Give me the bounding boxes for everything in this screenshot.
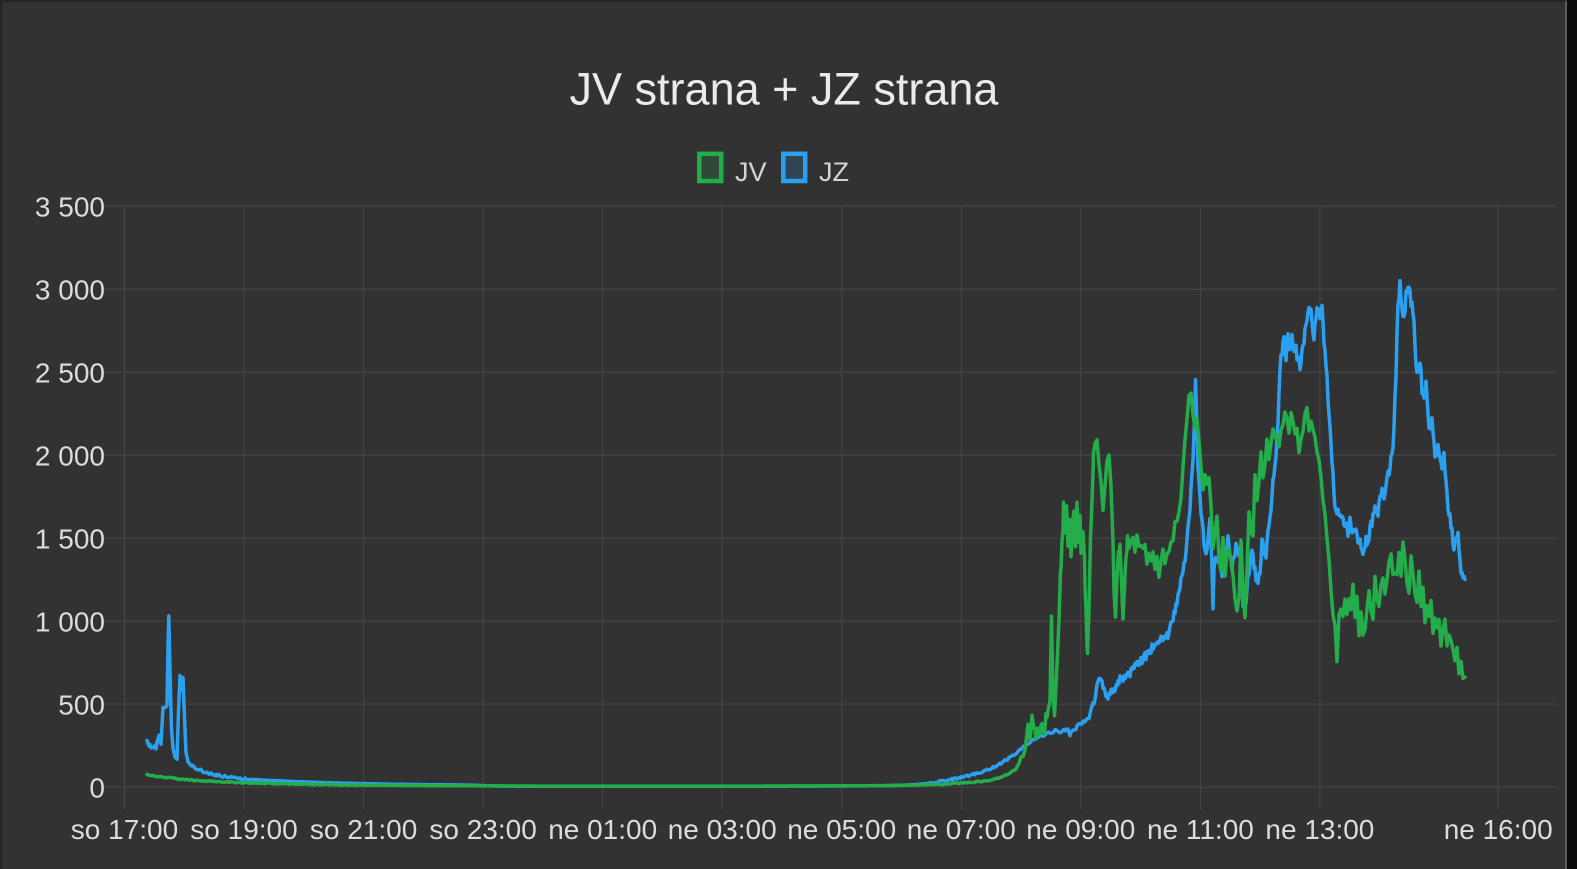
svg-text:500: 500 bbox=[58, 690, 105, 721]
svg-text:JZ: JZ bbox=[819, 157, 849, 187]
svg-text:2 500: 2 500 bbox=[35, 358, 105, 389]
svg-text:ne 03:00: ne 03:00 bbox=[668, 814, 777, 845]
svg-text:so 21:00: so 21:00 bbox=[310, 814, 417, 845]
svg-text:so 19:00: so 19:00 bbox=[190, 814, 297, 845]
svg-text:so 17:00: so 17:00 bbox=[71, 814, 178, 845]
svg-text:JV: JV bbox=[735, 157, 767, 187]
svg-text:1 000: 1 000 bbox=[35, 607, 105, 638]
svg-text:3 000: 3 000 bbox=[35, 275, 105, 306]
svg-text:1 500: 1 500 bbox=[35, 524, 105, 555]
svg-text:ne 07:00: ne 07:00 bbox=[907, 814, 1016, 845]
svg-text:ne 16:00: ne 16:00 bbox=[1444, 814, 1553, 845]
svg-text:ne 13:00: ne 13:00 bbox=[1265, 814, 1374, 845]
svg-text:2 000: 2 000 bbox=[35, 441, 105, 472]
svg-text:0: 0 bbox=[89, 773, 105, 804]
svg-text:3 500: 3 500 bbox=[35, 192, 105, 223]
svg-text:ne 01:00: ne 01:00 bbox=[548, 814, 657, 845]
svg-text:ne 09:00: ne 09:00 bbox=[1026, 814, 1135, 845]
svg-text:ne 05:00: ne 05:00 bbox=[787, 814, 896, 845]
svg-text:so 23:00: so 23:00 bbox=[429, 814, 536, 845]
svg-text:ne 11:00: ne 11:00 bbox=[1147, 814, 1254, 845]
svg-text:JV strana + JZ strana: JV strana + JZ strana bbox=[570, 64, 1000, 115]
